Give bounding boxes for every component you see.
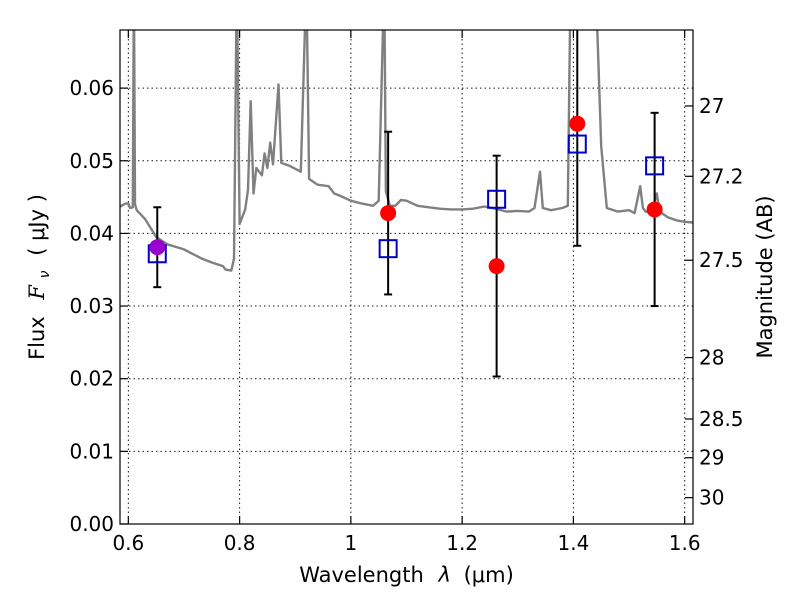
y-axis-label-unit: ( μJy ) <box>25 194 49 256</box>
y-axis-label-symbol: F <box>25 284 49 301</box>
y2-tick-label: 29 <box>699 446 724 470</box>
y2-tick-label: 28.5 <box>699 407 744 431</box>
observed-point <box>569 115 586 132</box>
x-axis-label-symbol: λ <box>437 563 450 587</box>
x-tick-label: 1 <box>345 531 358 555</box>
model-photometry-point <box>645 156 665 176</box>
y-axis-label: Flux F ν ( μJy ) <box>25 194 54 360</box>
y-axis-label-subscript: ν <box>37 270 53 278</box>
x-axis-label-unit: (μm) <box>464 563 514 587</box>
y2-tick-label: 28 <box>699 346 724 370</box>
y-tick-label: 0.03 <box>69 294 114 318</box>
model-photometry-point <box>567 134 587 154</box>
x-tick-label: 1.4 <box>557 531 589 555</box>
model-photometry-point <box>378 239 398 259</box>
grid-lines <box>120 30 693 525</box>
y2-tick-label: 27.2 <box>699 164 744 188</box>
y-axis-label-text: Flux <box>25 316 49 360</box>
x-tick-label: 0.6 <box>112 531 144 555</box>
y2-tick-label: 27 <box>699 94 724 118</box>
model-spectrum-line <box>120 30 693 272</box>
y2-tick-label: 30 <box>699 486 724 510</box>
x-tick-label: 1.2 <box>446 531 478 555</box>
x-tick-label: 1.6 <box>669 531 701 555</box>
y-tick-label: 0.04 <box>69 221 114 245</box>
model-photometry-point <box>487 189 507 209</box>
plot-area <box>120 30 693 378</box>
x-axis-label: Wavelength λ (μm) <box>299 563 514 587</box>
observed-point <box>646 201 663 218</box>
x-axis-label-text: Wavelength <box>299 563 424 587</box>
observed-point <box>380 205 397 222</box>
y-tick-label: 0.02 <box>69 367 114 391</box>
y-tick-label: 0.05 <box>69 149 114 173</box>
axis-ticks: 0.6 0.8 1 1.2 1.4 1.6 0.00 0.01 0.02 0.03 0.04 0.05… <box>69 30 744 555</box>
x-tick-label: 0.8 <box>224 531 256 555</box>
y-tick-label: 0.06 <box>69 76 114 100</box>
y2-axis-label: Magnitude (AB) <box>753 195 777 358</box>
y-tick-label: 0.00 <box>69 512 114 536</box>
plot-frame <box>119 29 694 525</box>
y2-tick-label: 27.5 <box>699 248 744 272</box>
observed-point <box>149 239 166 256</box>
observed-point <box>488 258 505 275</box>
axes-frame <box>119 29 694 525</box>
y-tick-label: 0.01 <box>69 439 114 463</box>
